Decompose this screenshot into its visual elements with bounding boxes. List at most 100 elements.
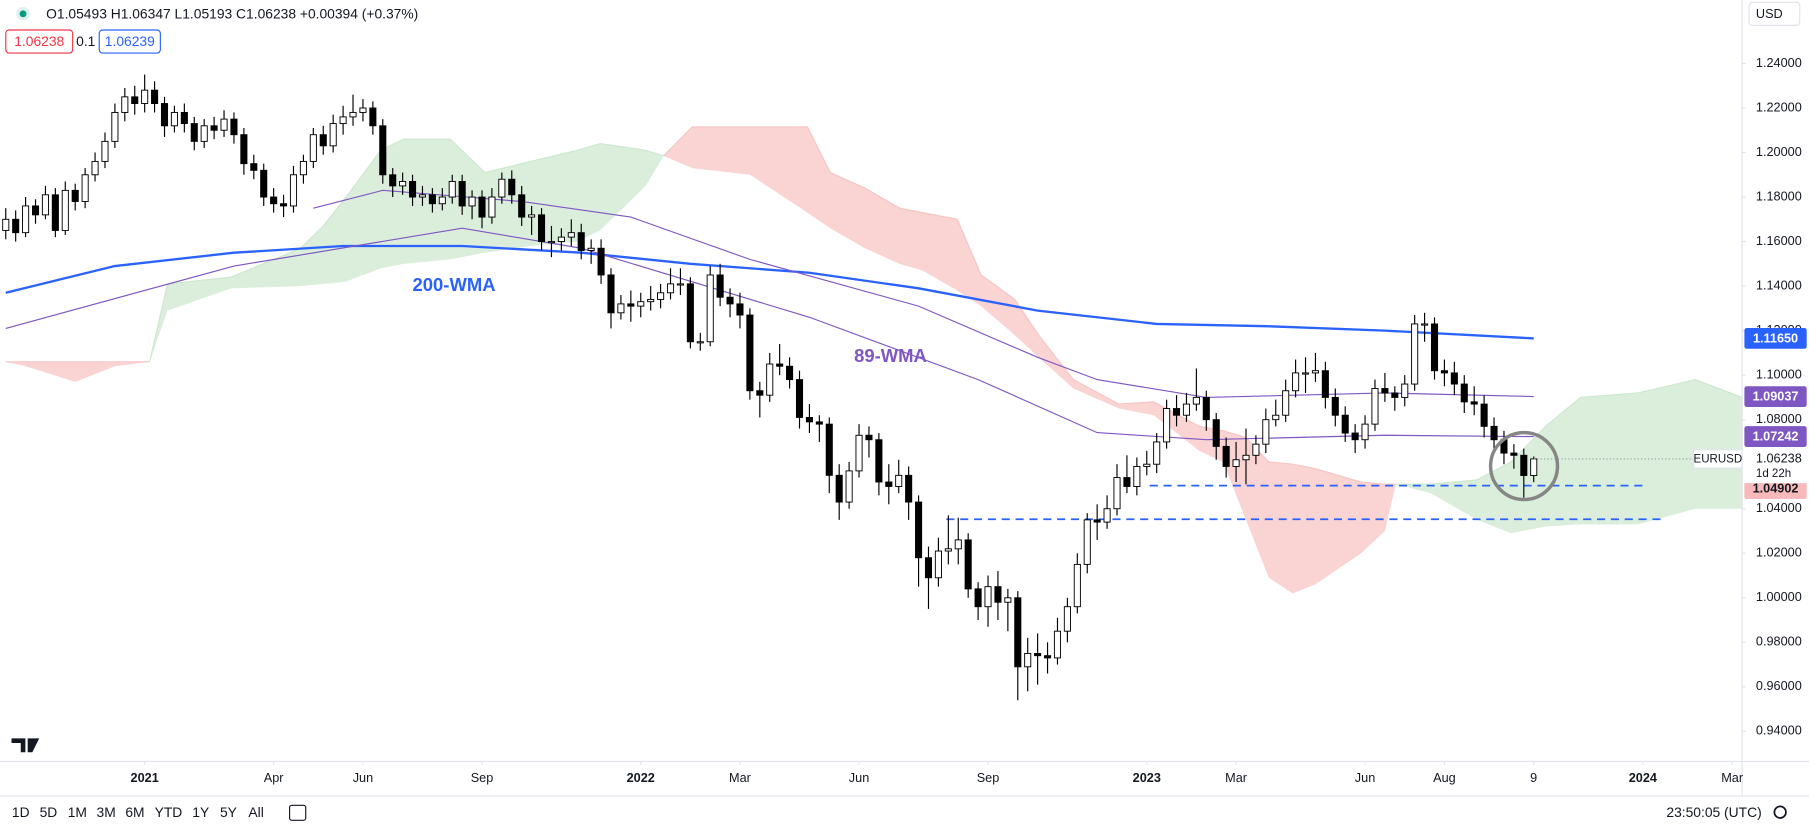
candle-body (1391, 392, 1399, 398)
logo[interactable] (11, 738, 40, 753)
candle-body (805, 416, 813, 423)
candle-body (706, 274, 714, 343)
price-tag (1744, 328, 1807, 349)
candle-body (825, 423, 833, 476)
candle-body (587, 247, 595, 251)
candle-body (1262, 419, 1270, 445)
price-tag-label: 1.11650 (1753, 331, 1798, 345)
annotation: 200-WMA (413, 274, 496, 295)
range-button[interactable]: 5Y (220, 804, 237, 820)
candle-body (359, 107, 367, 113)
candle-body (418, 194, 427, 198)
candle-body (71, 189, 79, 202)
annotation: 89-WMA (854, 345, 927, 366)
cloud (663, 126, 1396, 594)
y-tick-label: 1.02000 (1756, 546, 1802, 560)
range-button[interactable]: YTD (155, 804, 183, 820)
range-button[interactable]: 1D (12, 804, 30, 820)
candle-body (1282, 390, 1290, 416)
candle-body (329, 123, 337, 147)
candle-body (1123, 477, 1131, 487)
range-button[interactable]: 5D (40, 804, 58, 820)
date-range-icon[interactable] (289, 804, 307, 821)
candle-body (508, 178, 516, 196)
candle-body (766, 363, 774, 396)
candle-body (468, 196, 476, 207)
candle-body (1182, 403, 1190, 416)
candle-body (1173, 408, 1181, 416)
candle-body (230, 118, 238, 136)
last-price-label: 1.06238 (1756, 451, 1802, 465)
candle-body (567, 232, 575, 238)
candle-body (696, 341, 704, 344)
candle-body (1272, 414, 1280, 421)
candle-body (1460, 383, 1468, 403)
candle-body (875, 439, 883, 483)
candle-body (637, 301, 645, 307)
countdown: 1d 22h (1756, 468, 1791, 480)
x-tick-label: 9 (1530, 771, 1537, 785)
y-tick-label: 1.16000 (1756, 234, 1802, 248)
currency-box[interactable] (1748, 1, 1801, 26)
candle-body (2, 218, 10, 231)
candle-body (409, 180, 417, 198)
candle-body (686, 283, 694, 343)
candle-body (994, 586, 1002, 603)
candle-body (339, 116, 347, 125)
symbol-label: EURUSD (1694, 454, 1743, 466)
candle-body (151, 89, 159, 104)
candle-body (240, 134, 248, 165)
spread: 0.1 (76, 33, 96, 49)
range-button[interactable]: 6M (125, 804, 144, 820)
range-button[interactable]: 1M (68, 804, 87, 820)
plot-area (2, 74, 1743, 701)
moving-average (5, 227, 1534, 441)
candle-body (121, 96, 129, 113)
currency[interactable]: USD (1756, 7, 1783, 21)
y-tick-label: 1.14000 (1756, 278, 1802, 292)
candle-body (1341, 414, 1349, 434)
candle-body (1510, 452, 1518, 456)
candle-body (786, 365, 794, 381)
candle-body (51, 194, 59, 231)
price-tag-label: 1.09037 (1753, 390, 1799, 404)
range-button[interactable]: All (248, 804, 263, 820)
buy-box[interactable] (98, 29, 161, 54)
clock: 23:50:05 (UTC) (1666, 804, 1761, 820)
settings-icon[interactable] (1773, 805, 1787, 819)
x-tick-label: Mar (729, 771, 752, 785)
candle-body (1004, 597, 1012, 603)
x-tick-label: Mar (1225, 771, 1248, 785)
candle-body (22, 205, 30, 234)
candle-body (299, 160, 307, 176)
x-tick-label: Sep (977, 771, 1000, 785)
candle-body (835, 474, 843, 503)
candle-body (726, 296, 734, 305)
candle-body (617, 303, 625, 314)
candle-body (1202, 396, 1210, 421)
sell-box[interactable] (5, 29, 74, 54)
price-tag-label: 1.04902 (1753, 482, 1799, 496)
candle-body (1252, 443, 1260, 456)
candle-body (815, 421, 823, 425)
candle-body (1073, 563, 1081, 608)
candle-body (855, 434, 863, 472)
candle-body (716, 274, 724, 298)
candle-body (200, 125, 208, 142)
y-tick-label: 0.98000 (1756, 635, 1802, 649)
sell-price[interactable]: 1.06238 (14, 33, 64, 49)
y-tick-label: 1.08000 (1756, 412, 1802, 426)
candle-body (1292, 372, 1300, 392)
candle-body (1024, 652, 1032, 668)
x-tick-label: Jun (353, 771, 373, 785)
candle-body (1430, 323, 1439, 372)
candle-body (1163, 408, 1171, 443)
candle-body (270, 196, 278, 205)
price-tag (1744, 386, 1807, 407)
range-button[interactable]: 3M (97, 804, 116, 820)
candle-body (885, 481, 893, 487)
candle-body (1133, 465, 1141, 487)
buy-price[interactable]: 1.06239 (105, 33, 155, 49)
range-button[interactable]: 1Y (192, 804, 209, 820)
cloud (5, 361, 150, 382)
